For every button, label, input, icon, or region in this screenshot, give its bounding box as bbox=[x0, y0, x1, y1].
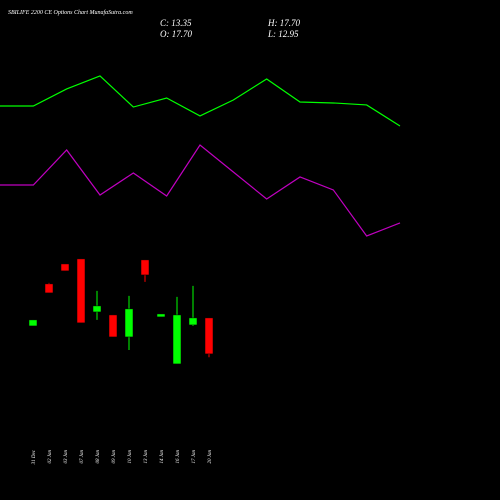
x-tick-label: 08 Jan bbox=[96, 450, 101, 464]
low-label: L: 12.95 bbox=[267, 29, 299, 39]
x-tick-label: 03 Jan bbox=[64, 450, 69, 464]
candle-body bbox=[172, 314, 182, 365]
candle-body bbox=[204, 317, 214, 355]
x-tick-label: 13 Jan bbox=[144, 450, 149, 464]
open-label: O: 17.70 bbox=[160, 29, 192, 39]
indicator-line bbox=[0, 75, 401, 127]
candle-body bbox=[60, 263, 70, 272]
candle-body bbox=[124, 308, 134, 338]
candle-body bbox=[188, 317, 198, 326]
x-tick-label: 10 Jan bbox=[128, 450, 133, 464]
candle-body bbox=[92, 305, 102, 313]
close-label: C: 13.35 bbox=[160, 18, 192, 28]
indicator-line bbox=[0, 144, 401, 237]
high-label: H: 17.70 bbox=[267, 18, 300, 28]
candle-body bbox=[108, 314, 118, 338]
candle-body bbox=[76, 258, 86, 324]
chart-title: SBILIFE 2200 CE Options Chart MunafaSutr… bbox=[8, 9, 133, 16]
x-tick-label: 09 Jan bbox=[112, 450, 117, 464]
x-tick-label: 02 Jan bbox=[48, 450, 53, 464]
candle-body bbox=[156, 313, 166, 318]
x-tick-label: 17 Jan bbox=[192, 450, 197, 464]
x-tick-label: 31 Dec bbox=[32, 449, 37, 464]
x-tick-label: 14 Jan bbox=[160, 450, 165, 464]
candle-body bbox=[44, 283, 54, 294]
x-tick-label: 16 Jan bbox=[176, 450, 181, 464]
candle-body bbox=[28, 319, 38, 327]
candle-body bbox=[140, 259, 150, 276]
x-tick-label: 07 Jan bbox=[80, 450, 85, 464]
x-tick-label: 20 Jan bbox=[208, 450, 213, 464]
